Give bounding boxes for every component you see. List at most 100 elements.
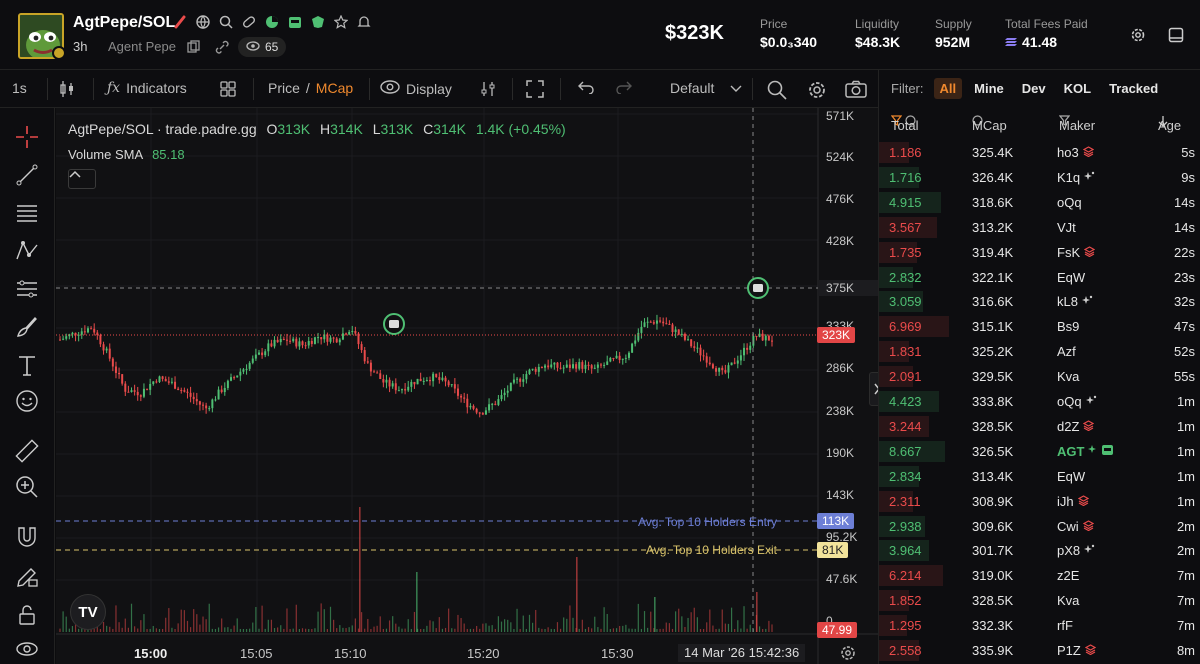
trade-maker[interactable]: EqW — [1057, 270, 1085, 285]
layout-select[interactable]: Default — [670, 80, 742, 96]
fib-tool[interactable] — [14, 200, 40, 226]
column-maker[interactable]: Maker — [1059, 115, 1095, 133]
trade-row[interactable]: 3.244 328.5K d2Z 1m — [879, 414, 1200, 439]
globe-icon[interactable] — [195, 14, 211, 30]
trade-row[interactable]: 8.667 326.5K AGT 1m — [879, 439, 1200, 464]
trade-maker[interactable]: ho3 — [1057, 145, 1094, 160]
brush-tool[interactable] — [14, 314, 40, 340]
layout-grid-button[interactable] — [219, 80, 237, 101]
token-avatar[interactable] — [18, 13, 64, 59]
trade-row[interactable]: 2.311 308.9K iJh 1m — [879, 489, 1200, 514]
display-button[interactable]: Display — [380, 80, 452, 97]
zoom-tool[interactable] — [14, 474, 40, 500]
undo-button[interactable] — [577, 80, 595, 97]
trade-row[interactable]: 2.091 329.5K Kva 55s — [879, 364, 1200, 389]
trade-maker[interactable]: d2Z — [1057, 419, 1095, 434]
text-tool[interactable] — [14, 352, 40, 378]
chart-settings-button[interactable] — [807, 80, 827, 103]
filter-tracked[interactable]: Tracked — [1109, 81, 1159, 96]
trade-maker[interactable]: kL8 — [1057, 294, 1093, 309]
chart-canvas[interactable] — [56, 108, 878, 664]
redo-button[interactable] — [615, 80, 633, 97]
filter-kol[interactable]: KOL — [1063, 81, 1092, 96]
copy-icon[interactable] — [187, 40, 200, 58]
tradingview-logo[interactable]: TV — [70, 594, 106, 630]
filter-all[interactable]: All — [933, 78, 963, 99]
trade-maker[interactable]: rfF — [1057, 618, 1073, 633]
trade-maker[interactable]: K1q — [1057, 170, 1095, 185]
lock-drawing-tool[interactable] — [14, 564, 40, 590]
filter-dev[interactable]: Dev — [1021, 81, 1046, 96]
trade-maker[interactable]: FsK — [1057, 245, 1096, 260]
filter-mine[interactable]: Mine — [974, 81, 1004, 96]
column-total[interactable]: Total — [891, 115, 918, 133]
trade-row[interactable]: 6.214 319.0K z2E 7m — [879, 563, 1200, 588]
trade-maker[interactable]: Kva — [1057, 593, 1079, 608]
screenshot-button[interactable] — [845, 80, 867, 101]
panel-toggle-icon[interactable] — [1168, 27, 1184, 48]
bell-icon[interactable] — [356, 14, 372, 30]
trade-maker[interactable]: EqW — [1057, 469, 1085, 484]
fullscreen-button[interactable] — [526, 80, 544, 101]
trade-row[interactable]: 2.834 313.4K EqW 1m — [879, 464, 1200, 489]
link-icon[interactable] — [215, 40, 229, 59]
collapse-legend-button[interactable] — [68, 169, 96, 189]
trade-row[interactable]: 1.735 319.4K FsK 22s — [879, 240, 1200, 265]
trade-row[interactable]: 2.938 309.6K Cwi 2m — [879, 514, 1200, 539]
pattern-tool[interactable] — [14, 238, 40, 264]
price-mcap-toggle[interactable]: Price / MCap — [268, 80, 353, 96]
candle-type-button[interactable] — [59, 80, 75, 101]
trendline-tool[interactable] — [14, 162, 40, 188]
trade-maker[interactable]: VJt — [1057, 220, 1076, 235]
trade-maker[interactable]: iJh — [1057, 494, 1089, 509]
trade-row[interactable]: 2.832 322.1K EqW 23s — [879, 265, 1200, 290]
trade-row[interactable]: 1.716 326.4K K1q 9s — [879, 165, 1200, 190]
indicators-button[interactable]: ƒx Indicators — [107, 80, 187, 96]
price-option[interactable]: Price — [268, 80, 300, 96]
trade-maker[interactable]: z2E — [1057, 568, 1079, 583]
bot-icon[interactable] — [287, 14, 303, 30]
price-chart[interactable]: AgtPepe/SOL · trade.padre.gg O313K H314K… — [56, 108, 878, 664]
star-icon[interactable] — [333, 14, 349, 30]
trade-row[interactable]: 3.567 313.2K VJt 14s — [879, 215, 1200, 240]
pump-icon[interactable] — [172, 14, 188, 30]
search-icon[interactable] — [218, 14, 234, 30]
trade-row[interactable]: 1.852 328.5K Kva 7m — [879, 588, 1200, 613]
pill-icon[interactable] — [241, 14, 257, 30]
shield-icon[interactable] — [310, 14, 326, 30]
trade-row[interactable]: 4.915 318.6K oQq 14s — [879, 190, 1200, 215]
emoji-tool[interactable] — [14, 388, 40, 414]
magnet-tool[interactable] — [14, 524, 40, 550]
trade-row[interactable]: 3.964 301.7K pX8 2m — [879, 538, 1200, 563]
visibility-tool[interactable] — [14, 636, 40, 662]
trade-maker[interactable]: pX8 — [1057, 543, 1095, 558]
chart-pie-icon[interactable] — [264, 14, 280, 30]
trade-row[interactable]: 1.295 332.3K rfF 7m — [879, 613, 1200, 638]
trade-maker[interactable]: oQq — [1057, 394, 1097, 409]
projection-tool[interactable] — [14, 276, 40, 302]
trade-row[interactable]: 1.831 325.2K Azf 52s — [879, 339, 1200, 364]
trade-maker[interactable]: Azf — [1057, 344, 1076, 359]
ruler-tool[interactable] — [14, 438, 40, 464]
lock-tool[interactable] — [14, 602, 40, 628]
interval-button[interactable]: 1s — [12, 80, 27, 96]
trade-maker[interactable]: P1Z — [1057, 643, 1097, 658]
column-age[interactable]: Age — [1158, 115, 1181, 133]
settings-gear-icon[interactable] — [1130, 27, 1146, 48]
trade-maker[interactable]: oQq — [1057, 195, 1082, 210]
crosshair-tool[interactable] — [14, 124, 40, 150]
trade-row[interactable]: 4.423 333.8K oQq 1m — [879, 389, 1200, 414]
trade-row[interactable]: 3.059 316.6K kL8 32s — [879, 289, 1200, 314]
trade-maker[interactable]: AGT — [1057, 444, 1114, 459]
trade-maker[interactable]: Kva — [1057, 369, 1079, 384]
trade-row[interactable]: 6.969 315.1K Bs9 47s — [879, 314, 1200, 339]
ohlc-open-label: O — [266, 121, 278, 137]
mcap-option[interactable]: MCap — [315, 80, 354, 96]
column-mcap[interactable]: MCap — [972, 115, 1007, 133]
trade-maker[interactable]: Cwi — [1057, 519, 1094, 534]
chart-search-button[interactable] — [767, 80, 787, 103]
trade-maker[interactable]: Bs9 — [1057, 319, 1079, 334]
trade-row[interactable]: 1.186 325.4K ho3 5s — [879, 140, 1200, 165]
trade-row[interactable]: 2.558 335.9K P1Z 8m — [879, 638, 1200, 663]
chart-settings-sliders-button[interactable] — [479, 80, 497, 101]
